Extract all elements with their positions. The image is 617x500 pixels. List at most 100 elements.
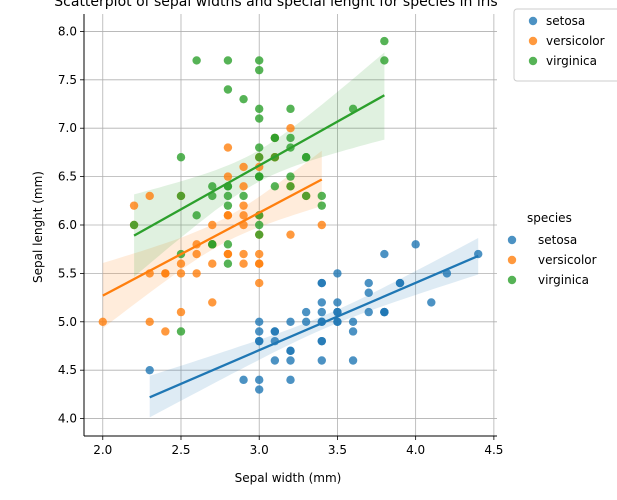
setosa-point <box>239 375 248 385</box>
versicolor-regression-line <box>102 178 323 297</box>
versicolor-point <box>223 172 233 181</box>
outer-legend-marker-setosa <box>507 235 517 245</box>
setosa-point <box>364 278 373 288</box>
y-axis-ticks: 4.0 4.5 5.0 5.5 6.0 6.5 7.0 7.5 8.0 <box>58 24 84 426</box>
outer-legend: species setosa versicolor virginica <box>507 211 597 287</box>
setosa-point <box>333 269 342 278</box>
setosa-point <box>255 327 264 336</box>
virginica-point <box>208 240 217 249</box>
setosa-point <box>427 298 436 307</box>
y-tick-label: 4.5 <box>58 363 77 377</box>
virginica-point <box>192 211 201 220</box>
inner-legend-marker-virginica <box>528 56 538 66</box>
versicolor-point <box>176 259 186 268</box>
versicolor-point <box>239 201 248 210</box>
setosa-point <box>255 317 264 326</box>
versicolor-point <box>223 211 233 220</box>
versicolor-point <box>317 220 326 230</box>
chart-title: Scatterplot of sepal widths and special … <box>54 0 497 10</box>
versicolor-point <box>223 143 233 152</box>
x-axis-label: Sepal width (mm) <box>235 471 342 485</box>
setosa-point <box>317 298 326 307</box>
virginica-point <box>255 104 264 114</box>
versicolor-point <box>129 201 139 210</box>
setosa-point <box>317 336 326 346</box>
virginica-point <box>255 153 264 162</box>
virginica-point <box>223 240 233 249</box>
virginica-point <box>223 201 233 210</box>
virginica-point <box>255 172 264 181</box>
versicolor-point <box>176 269 186 278</box>
virginica-point <box>223 56 233 65</box>
setosa-point <box>380 307 389 317</box>
versicolor-confidence-band <box>102 150 322 329</box>
x-tick-label: 3.5 <box>328 443 347 457</box>
versicolor-point <box>286 230 295 239</box>
setosa-point <box>411 240 420 249</box>
setosa-point <box>348 356 358 365</box>
virginica-point <box>286 182 295 191</box>
virginica-point <box>301 153 311 162</box>
setosa-point <box>255 385 264 394</box>
versicolor-point <box>255 259 264 268</box>
virginica-point <box>286 172 295 181</box>
virginica-point <box>255 220 264 230</box>
setosa-point <box>301 317 311 326</box>
virginica-point <box>239 191 248 201</box>
setosa-point <box>270 356 280 365</box>
x-axis-ticks: 2.0 2.5 3.0 3.5 4.0 4.5 <box>93 436 503 457</box>
x-tick-label: 4.5 <box>484 443 503 457</box>
setosa-point <box>348 317 358 326</box>
y-tick-label: 5.5 <box>58 266 77 280</box>
virginica-point <box>176 327 186 336</box>
outer-legend-label-virginica: virginica <box>538 273 589 287</box>
virginica-point <box>286 133 295 143</box>
setosa-point <box>333 298 342 307</box>
setosa-point <box>255 375 264 385</box>
y-tick-label: 6.5 <box>58 170 77 184</box>
versicolor-point <box>239 259 248 268</box>
versicolor-point <box>223 249 233 259</box>
virginica-regression-line <box>133 94 385 237</box>
virginica-point <box>176 191 186 201</box>
setosa-point <box>301 307 311 317</box>
versicolor-point <box>145 317 154 326</box>
outer-legend-marker-virginica <box>507 275 517 285</box>
virginica-point <box>223 191 233 201</box>
virginica-point <box>192 56 201 65</box>
virginica-point <box>223 259 233 268</box>
versicolor-point <box>239 182 248 191</box>
inner-legend-marker-setosa <box>528 16 538 26</box>
virginica-point <box>255 56 264 65</box>
y-tick-label: 4.0 <box>58 412 77 426</box>
legend-title: species <box>527 211 572 225</box>
setosa-point <box>333 307 342 317</box>
outer-legend-marker-versicolor <box>507 255 517 265</box>
setosa-point <box>286 356 295 365</box>
setosa-point <box>333 317 342 326</box>
virginica-point <box>380 36 389 46</box>
y-tick-label: 8.0 <box>58 24 77 38</box>
versicolor-point <box>239 249 248 259</box>
versicolor-point <box>176 307 186 317</box>
virginica-point <box>301 191 311 201</box>
outer-legend-label-versicolor: versicolor <box>538 253 597 267</box>
setosa-point <box>380 249 389 259</box>
versicolor-point <box>161 269 170 278</box>
y-tick-label: 7.0 <box>58 121 77 135</box>
setosa-point <box>364 288 373 297</box>
virginica-point <box>286 104 295 114</box>
setosa-point <box>348 327 358 336</box>
versicolor-point <box>208 220 217 230</box>
versicolor-point <box>192 269 201 278</box>
setosa-point <box>364 307 373 317</box>
regression-lines <box>102 94 479 399</box>
versicolor-point <box>145 191 154 201</box>
virginica-point <box>129 220 139 230</box>
versicolor-point <box>161 327 170 336</box>
versicolor-point <box>255 278 264 288</box>
virginica-point <box>380 56 389 65</box>
setosa-point <box>255 336 264 346</box>
setosa-point <box>317 278 326 288</box>
